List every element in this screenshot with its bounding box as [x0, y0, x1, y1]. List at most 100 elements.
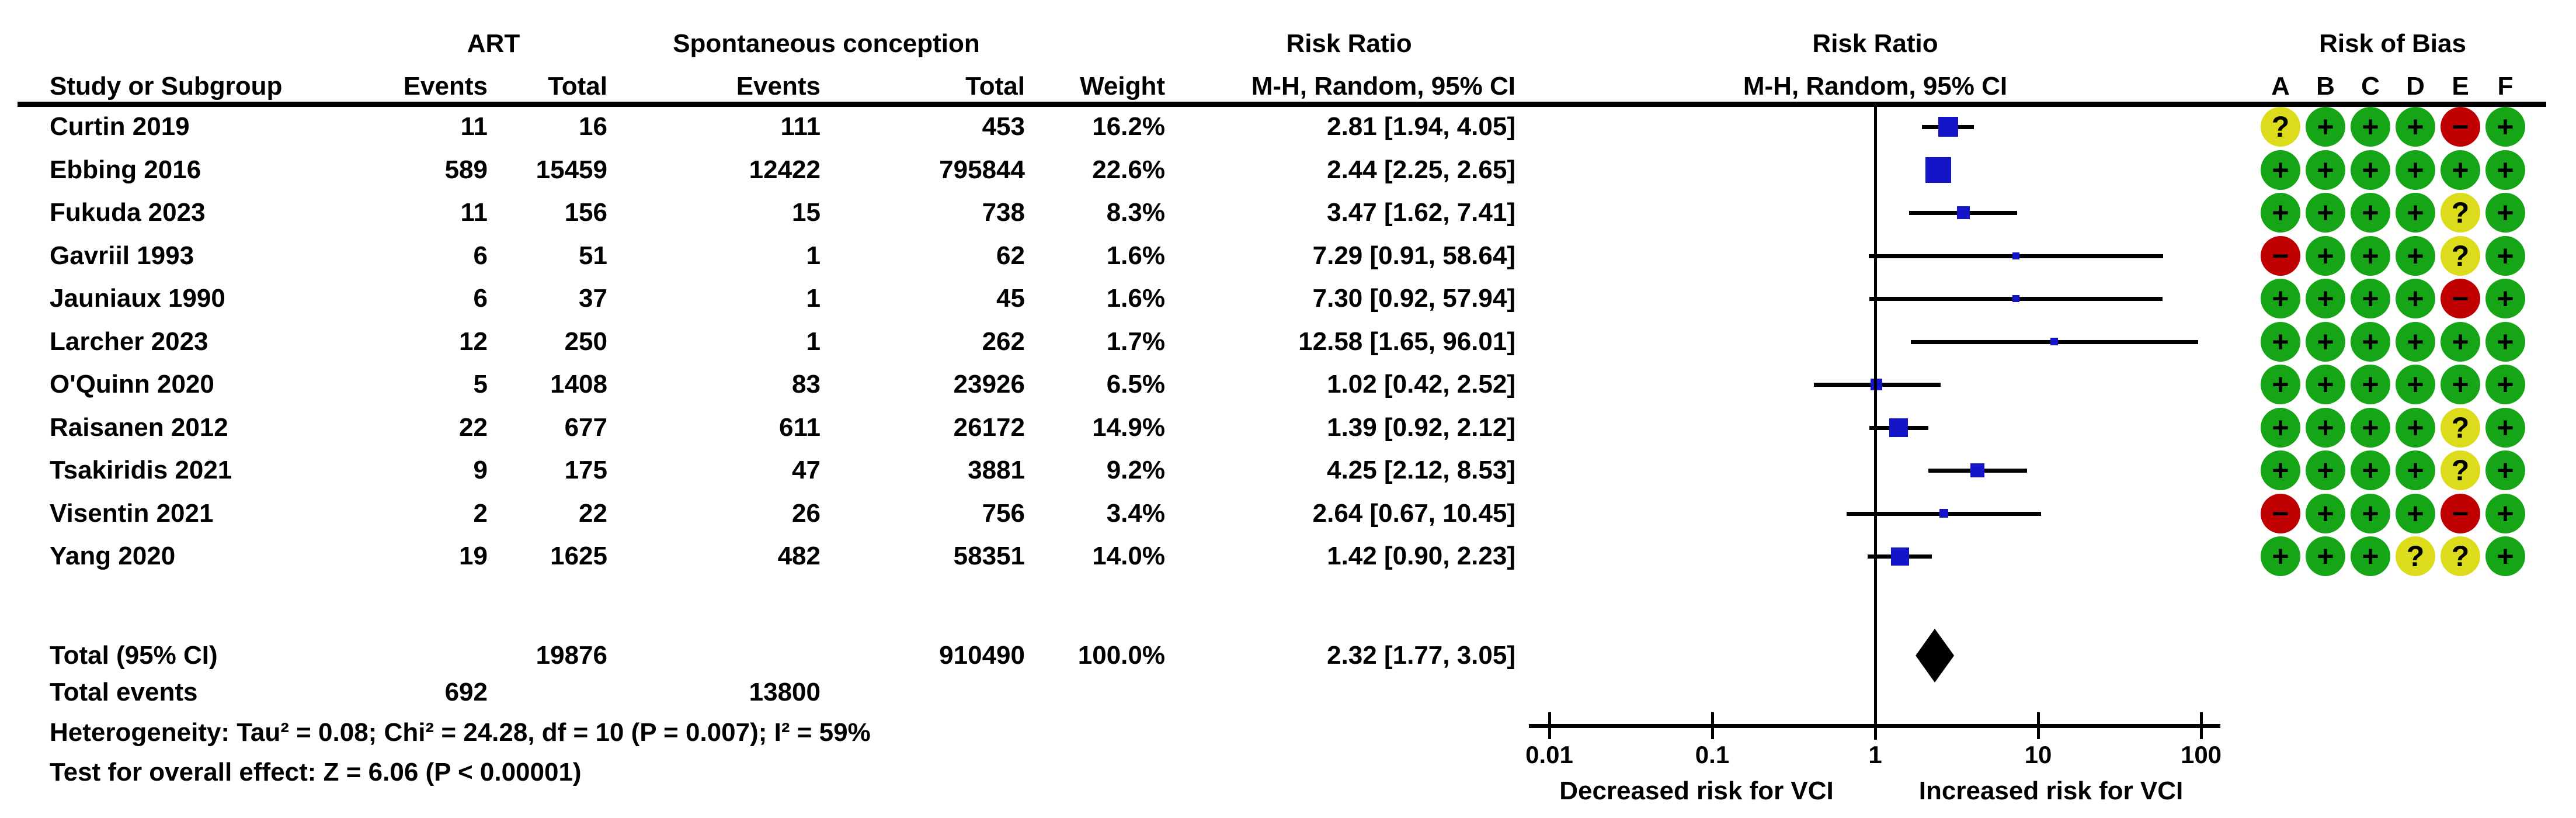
axis-right-label: Increased risk for VCI	[1918, 777, 2184, 805]
sc-total: 453	[982, 112, 1025, 141]
sc-events: 1	[806, 241, 821, 270]
rob-circle-plus: +	[2485, 493, 2525, 533]
rob-circle-plus: +	[2351, 450, 2390, 490]
rr-ci-value: 1.39 [0.92, 2.12]	[1327, 413, 1515, 442]
rob-circle-plus: +	[2351, 107, 2390, 147]
art-total: 16	[579, 112, 607, 141]
rr-ci-value: 4.25 [2.12, 8.53]	[1327, 456, 1515, 484]
rob-circle-plus: +	[2396, 279, 2435, 318]
rr-ci-value: 3.47 [1.62, 7.41]	[1327, 198, 1515, 227]
study-name: Jauniaux 1990	[50, 284, 225, 313]
rr-ci-value: 1.02 [0.42, 2.52]	[1327, 370, 1515, 398]
rob-circle-question: ?	[2441, 235, 2480, 276]
effect-marker	[1889, 418, 1908, 437]
rob-circle-question: ?	[2396, 536, 2435, 576]
sc-total: 26172	[953, 413, 1025, 442]
rob-col-letter: B	[2316, 72, 2335, 100]
weight-value: 6.5%	[1106, 370, 1165, 398]
art-events: 9	[473, 456, 488, 484]
rob-circle-plus: +	[2261, 536, 2300, 576]
rob-circle-plus: +	[2485, 536, 2525, 576]
rob-circle-plus: +	[2261, 450, 2300, 490]
rob-circle-plus: +	[2306, 536, 2345, 576]
effect-marker	[1925, 157, 1952, 183]
sc-events: 611	[779, 413, 821, 442]
rob-circle-question: ?	[2441, 407, 2480, 448]
rob-circle-plus: +	[2351, 193, 2390, 233]
art-total: 1408	[550, 370, 607, 398]
rob-group-header: Risk of Bias	[2319, 29, 2466, 58]
rob-circle-plus: +	[2485, 107, 2525, 147]
sc-total: 23926	[953, 370, 1025, 398]
weight-value: 16.2%	[1092, 112, 1165, 141]
rob-circle-plus: +	[2261, 193, 2300, 233]
rob-circle-plus: +	[2306, 407, 2345, 448]
rob-circle-plus: +	[2396, 493, 2435, 533]
rob-circle-plus: +	[2485, 150, 2525, 190]
effect-marker	[2012, 252, 2019, 259]
rob-circle-plus: +	[2485, 450, 2525, 490]
total-art-total: 19876	[536, 641, 607, 670]
axis-tick-label: 0.01	[1525, 741, 1573, 768]
weight-value: 14.0%	[1092, 542, 1165, 570]
rob-circle-plus: +	[2351, 150, 2390, 190]
weight-col-header: Weight	[1080, 72, 1165, 100]
art-total: 37	[579, 284, 607, 313]
rob-circle-plus: +	[2441, 321, 2480, 362]
rob-circle-plus: +	[2485, 193, 2525, 233]
events2-col-header: Events	[736, 72, 821, 100]
study-name: O'Quinn 2020	[50, 370, 214, 398]
art-total: 175	[564, 456, 607, 484]
sc-events: 83	[792, 370, 821, 398]
art-events: 12	[459, 327, 488, 356]
rob-circle-plus: +	[2396, 193, 2435, 233]
effect-marker	[1938, 117, 1959, 137]
rob-circle-plus: +	[2396, 235, 2435, 276]
rob-circle-plus: +	[2396, 407, 2435, 448]
total-rr-ci: 2.32 [1.77, 3.05]	[1327, 641, 1515, 670]
art-events: 6	[473, 241, 488, 270]
rob-col-letter: D	[2406, 72, 2425, 100]
group1-header: ART	[467, 29, 520, 58]
study-name: Tsakiridis 2021	[50, 456, 232, 484]
art-events: 6	[473, 284, 488, 313]
art-events: 589	[444, 155, 488, 184]
art-events: 5	[473, 370, 488, 398]
sc-total: 756	[982, 498, 1025, 528]
study-name: Yang 2020	[50, 542, 176, 570]
rob-circle-plus: +	[2261, 279, 2300, 318]
rob-circle-plus: +	[2396, 107, 2435, 147]
total-events-label: Total events	[50, 678, 198, 706]
study-name: Raisanen 2012	[50, 413, 228, 442]
sc-events: 26	[792, 498, 821, 528]
total-sc-total: 910490	[939, 641, 1025, 670]
sc-events: 47	[792, 456, 821, 484]
rr-ci-value: 2.44 [2.25, 2.65]	[1327, 155, 1515, 184]
axis-tick-label: 10	[2024, 741, 2052, 768]
rob-circle-plus: +	[2351, 365, 2390, 404]
rob-circle-plus: +	[2306, 493, 2345, 533]
sc-total: 62	[996, 241, 1025, 270]
rob-circle-plus: +	[2306, 150, 2345, 190]
sc-total: 738	[982, 198, 1025, 227]
rob-circle-plus: +	[2351, 407, 2390, 448]
total-events-sc: 13800	[749, 678, 821, 706]
art-events: 19	[459, 542, 488, 570]
art-total: 156	[564, 198, 607, 227]
total1-col-header: Total	[548, 72, 607, 100]
art-total: 15459	[536, 155, 607, 184]
rob-circle-plus: +	[2485, 279, 2525, 318]
rr-ci-value: 2.81 [1.94, 4.05]	[1327, 112, 1515, 141]
art-events: 2	[473, 498, 488, 528]
rob-circle-plus: +	[2441, 365, 2480, 404]
rob-circle-minus: −	[2441, 493, 2480, 533]
overall-effect-text: Test for overall effect: Z = 6.06 (P < 0…	[50, 758, 582, 786]
rr-ci-value: 2.64 [0.67, 10.45]	[1312, 498, 1515, 528]
rob-circle-plus: +	[2306, 450, 2345, 490]
weight-value: 14.9%	[1092, 413, 1165, 442]
sc-events: 1	[806, 327, 821, 356]
rob-circle-question: ?	[2261, 107, 2300, 147]
total-weight: 100.0%	[1077, 641, 1165, 670]
rob-circle-plus: +	[2351, 235, 2390, 276]
